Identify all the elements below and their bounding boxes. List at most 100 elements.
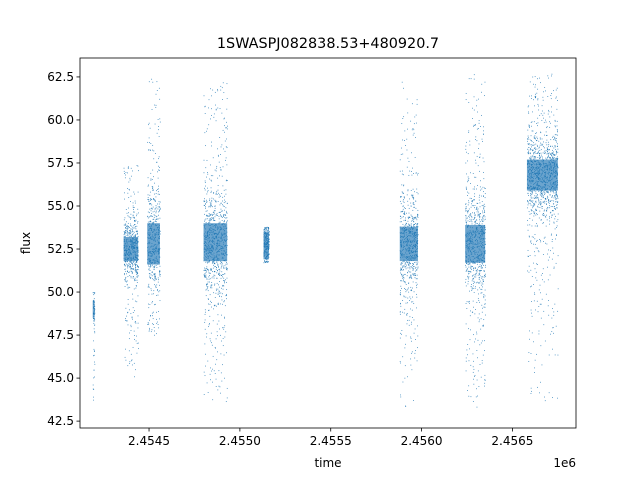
flux-point	[479, 287, 481, 289]
flux-point	[209, 373, 211, 375]
flux-point	[550, 139, 552, 141]
flux-point	[528, 161, 529, 163]
flux-point	[467, 212, 469, 214]
flux-point	[157, 234, 159, 236]
flux-point	[154, 230, 156, 232]
flux-point	[481, 114, 482, 116]
flux-point	[157, 261, 159, 262]
flux-point	[133, 191, 135, 193]
flux-point	[546, 134, 548, 136]
flux-point	[124, 173, 125, 174]
flux-point	[548, 201, 549, 203]
flux-point	[479, 216, 481, 218]
flux-point	[399, 215, 401, 217]
flux-point	[211, 237, 213, 239]
flux-point	[147, 252, 149, 254]
flux-point	[216, 359, 218, 361]
flux-point	[221, 261, 223, 263]
flux-point	[477, 230, 479, 232]
flux-point	[551, 165, 553, 167]
flux-point	[413, 123, 415, 125]
flux-point	[159, 256, 161, 258]
flux-point	[137, 221, 139, 223]
flux-point	[484, 238, 486, 240]
flux-point	[555, 176, 557, 178]
flux-point	[123, 257, 125, 259]
flux-point	[538, 178, 539, 180]
flux-point	[220, 216, 222, 218]
flux-point	[537, 161, 539, 163]
flux-point	[470, 214, 472, 216]
flux-point	[153, 214, 155, 216]
flux-point	[151, 199, 153, 200]
flux-point	[215, 386, 217, 387]
flux-point	[403, 312, 405, 314]
flux-point	[475, 338, 476, 340]
flux-point	[224, 232, 226, 234]
flux-point	[475, 228, 477, 230]
flux-point	[124, 236, 126, 238]
flux-point	[417, 246, 418, 248]
flux-point	[545, 201, 547, 203]
flux-point	[205, 241, 206, 243]
flux-point	[407, 190, 409, 192]
flux-point	[211, 230, 213, 232]
flux-point	[224, 245, 226, 247]
flux-point	[211, 344, 213, 346]
flux-point	[212, 320, 214, 322]
flux-point	[405, 248, 407, 250]
flux-point	[150, 259, 151, 261]
flux-point	[133, 247, 134, 249]
flux-point	[416, 278, 418, 280]
flux-point	[474, 220, 476, 222]
flux-point	[209, 237, 210, 239]
flux-point	[153, 266, 155, 268]
flux-point	[208, 248, 209, 250]
flux-point	[399, 170, 401, 172]
flux-point	[545, 216, 547, 218]
flux-point	[474, 195, 475, 197]
flux-point	[137, 269, 139, 271]
flux-point	[552, 152, 553, 154]
flux-point	[211, 342, 212, 344]
flux-point	[403, 245, 404, 247]
flux-point	[534, 96, 536, 98]
flux-point	[203, 371, 205, 373]
flux-point	[226, 298, 227, 300]
flux-point	[263, 239, 265, 241]
flux-point	[537, 175, 538, 177]
flux-point	[531, 125, 532, 127]
flux-point	[478, 148, 479, 150]
flux-point	[131, 243, 132, 245]
flux-point	[208, 228, 210, 230]
flux-point	[218, 273, 220, 275]
flux-point	[540, 156, 541, 158]
flux-point	[135, 251, 136, 253]
flux-point	[483, 297, 485, 299]
flux-point	[407, 250, 409, 252]
flux-point	[216, 246, 218, 248]
flux-point	[539, 175, 541, 177]
flux-point	[223, 228, 224, 230]
flux-point	[414, 246, 415, 247]
flux-point	[155, 246, 157, 248]
flux-point	[150, 203, 152, 205]
flux-point	[484, 187, 485, 189]
flux-point	[550, 145, 552, 147]
flux-point	[158, 169, 159, 171]
flux-point	[533, 262, 534, 264]
flux-point	[535, 209, 536, 211]
flux-point	[545, 151, 546, 153]
flux-point	[221, 266, 222, 268]
flux-point	[546, 166, 548, 168]
flux-point	[152, 224, 154, 225]
flux-point	[542, 268, 544, 270]
flux-point	[159, 248, 161, 250]
flux-point	[265, 243, 266, 245]
flux-point	[265, 237, 267, 239]
flux-point	[410, 259, 412, 261]
flux-point	[466, 151, 467, 153]
flux-point	[547, 259, 549, 261]
flux-point	[550, 250, 551, 252]
flux-point	[465, 208, 467, 209]
